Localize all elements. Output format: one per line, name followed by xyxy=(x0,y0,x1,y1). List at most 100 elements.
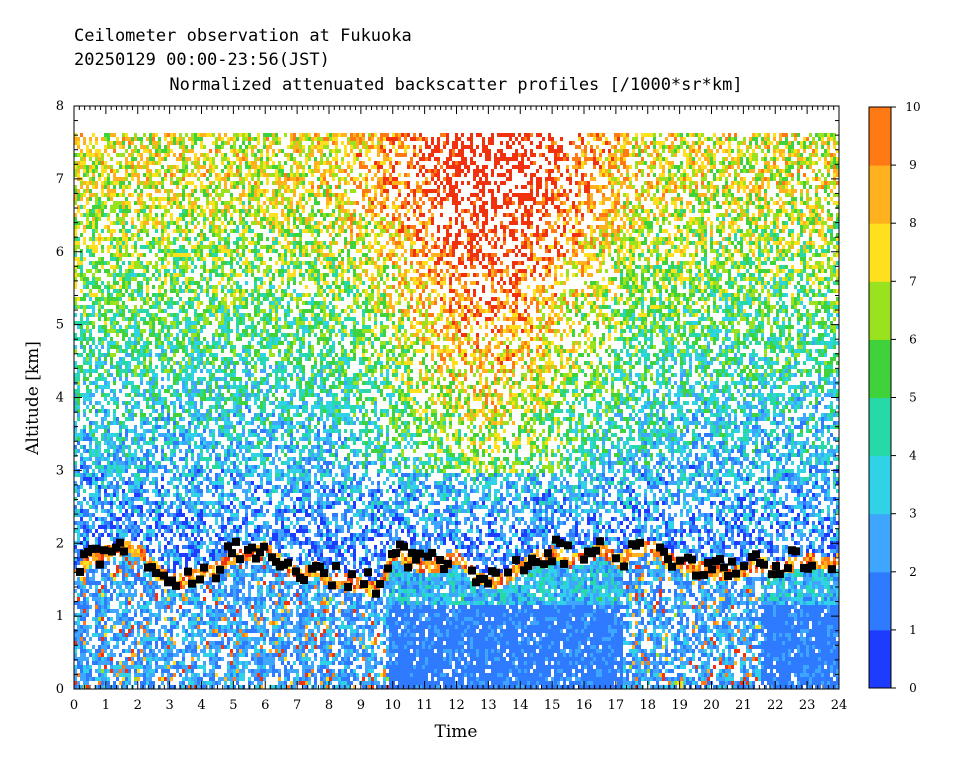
heatmap-cell xyxy=(161,225,164,229)
heatmap-cell xyxy=(131,333,134,337)
heatmap-cell xyxy=(236,385,239,389)
heatmap-cell xyxy=(146,449,149,453)
heatmap-cell xyxy=(197,653,200,657)
heatmap-cell xyxy=(155,597,158,601)
heatmap-cell xyxy=(197,317,200,321)
heatmap-cell xyxy=(77,365,80,369)
heatmap-cell xyxy=(230,349,233,353)
heatmap-cell xyxy=(203,189,206,193)
heatmap-cell xyxy=(194,185,197,189)
heatmap-cell xyxy=(77,625,80,629)
heatmap-cell xyxy=(128,649,131,653)
heatmap-cell xyxy=(200,445,203,449)
heatmap-cell xyxy=(107,473,110,477)
heatmap-cell xyxy=(161,553,164,557)
heatmap-cell xyxy=(149,349,152,353)
heatmap-cell xyxy=(140,609,143,613)
heatmap-cell xyxy=(182,485,185,489)
heatmap-cell xyxy=(95,677,98,681)
heatmap-cell xyxy=(209,161,212,165)
heatmap-cell xyxy=(83,173,86,177)
heatmap-cell xyxy=(179,393,182,397)
heatmap-cell xyxy=(212,225,215,229)
heatmap-cell xyxy=(218,509,221,513)
heatmap-cell xyxy=(221,617,224,621)
heatmap-cell xyxy=(101,657,104,661)
heatmap-cell xyxy=(182,261,185,265)
heatmap-cell xyxy=(212,513,215,517)
heatmap-cell xyxy=(146,261,149,265)
heatmap-cell xyxy=(152,517,155,521)
heatmap-cell xyxy=(194,317,197,321)
heatmap-cell xyxy=(224,417,227,421)
heatmap-cell xyxy=(194,501,197,505)
heatmap-cell xyxy=(197,345,200,349)
heatmap-cell xyxy=(173,569,176,573)
heatmap-cell xyxy=(152,409,155,413)
heatmap-cell xyxy=(227,593,230,597)
heatmap-cell xyxy=(74,621,77,625)
heatmap-cell xyxy=(137,281,140,285)
heatmap-cell xyxy=(104,225,107,229)
heatmap-cell xyxy=(119,273,122,277)
heatmap-cell xyxy=(167,313,170,317)
heatmap-cell xyxy=(197,165,200,169)
heatmap-cell xyxy=(167,237,170,241)
heatmap-cell xyxy=(134,677,137,681)
heatmap-cell xyxy=(158,289,161,293)
heatmap-cell xyxy=(113,653,116,657)
heatmap-cell xyxy=(95,197,98,201)
heatmap-cell xyxy=(233,161,236,165)
heatmap-cell xyxy=(164,317,167,321)
heatmap-cell xyxy=(188,289,191,293)
heatmap-cell xyxy=(233,397,236,401)
heatmap-cell xyxy=(122,681,125,685)
heatmap-cell xyxy=(125,433,128,437)
heatmap-cell xyxy=(170,673,173,677)
heatmap-cell xyxy=(170,605,173,609)
heatmap-cell xyxy=(80,593,83,597)
heatmap-cell xyxy=(182,289,185,293)
heatmap-cell xyxy=(146,213,149,217)
heatmap-cell xyxy=(206,281,209,285)
heatmap-cell xyxy=(230,409,233,413)
heatmap-cell xyxy=(89,653,92,657)
heatmap-cell xyxy=(110,509,113,513)
heatmap-cell xyxy=(140,457,143,461)
heatmap-cell xyxy=(176,249,179,253)
heatmap-cell xyxy=(131,265,134,269)
heatmap-cell xyxy=(140,193,143,197)
heatmap-cell xyxy=(92,581,95,585)
heatmap-cell xyxy=(221,645,224,649)
heatmap-cell xyxy=(176,361,179,365)
heatmap-cell xyxy=(218,405,221,409)
heatmap-cell xyxy=(83,337,86,341)
heatmap-cell xyxy=(125,557,128,561)
heatmap-cell xyxy=(185,149,188,153)
heatmap-cell xyxy=(215,453,218,457)
heatmap-cell xyxy=(98,517,101,521)
heatmap-cell xyxy=(194,685,197,689)
heatmap-cell xyxy=(119,465,122,469)
heatmap-cell xyxy=(236,533,239,537)
heatmap-cell xyxy=(215,625,218,629)
heatmap-cell xyxy=(143,637,146,641)
heatmap-cell xyxy=(134,209,137,213)
heatmap-cell xyxy=(104,669,107,673)
heatmap-cell xyxy=(206,293,209,297)
heatmap-cell xyxy=(122,593,125,597)
heatmap-cell xyxy=(113,389,116,393)
heatmap-cell xyxy=(74,633,77,637)
heatmap-cell xyxy=(161,237,164,241)
heatmap-cell xyxy=(125,209,128,213)
heatmap-cell xyxy=(230,221,233,225)
heatmap-cell xyxy=(116,469,119,473)
heatmap-cell xyxy=(107,681,110,685)
heatmap-cell xyxy=(134,309,137,313)
heatmap-cell xyxy=(116,257,119,261)
heatmap-cell xyxy=(173,281,176,285)
heatmap-cell xyxy=(83,473,86,477)
heatmap-cell xyxy=(80,453,83,457)
heatmap-cell xyxy=(206,349,209,353)
heatmap-cell xyxy=(212,465,215,469)
